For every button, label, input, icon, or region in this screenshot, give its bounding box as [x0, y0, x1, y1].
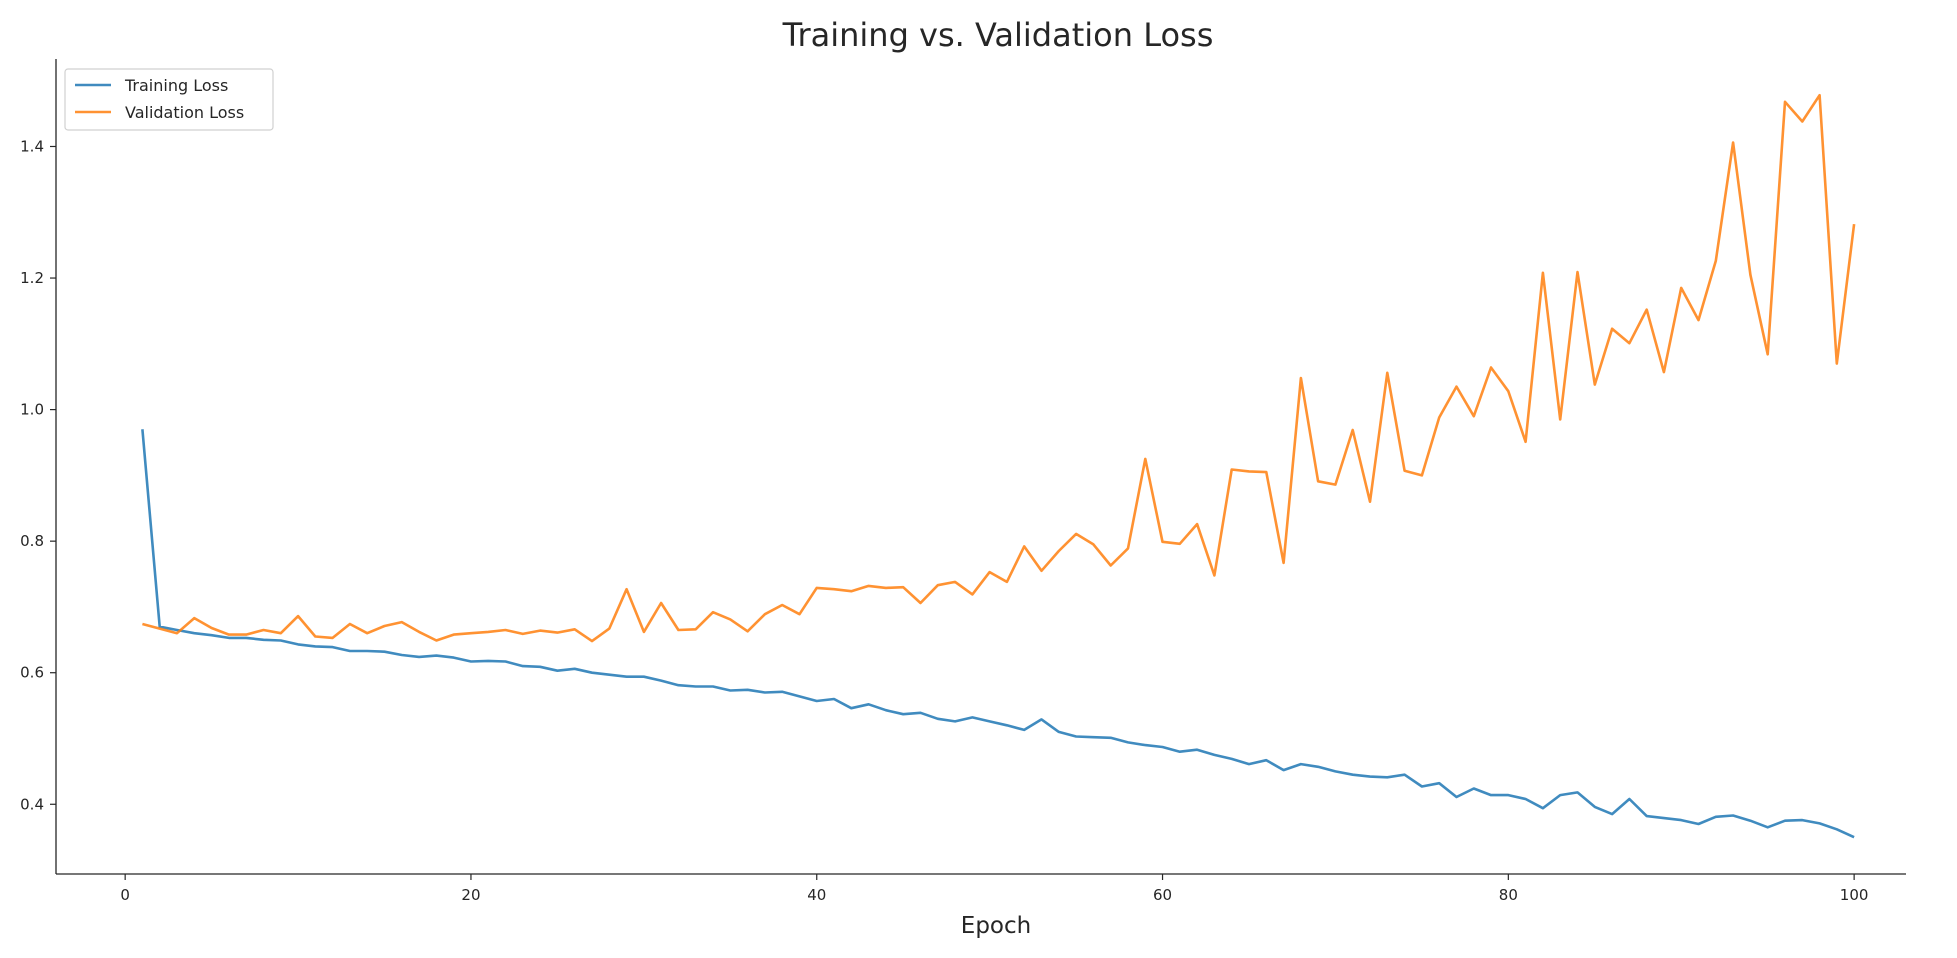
x-tick-label: 80 — [1499, 886, 1518, 904]
chart-title: Training vs. Validation Loss — [782, 16, 1214, 54]
legend: Training Loss Validation Loss — [65, 69, 273, 130]
training-loss-line — [142, 429, 1854, 837]
x-tick-label: 0 — [120, 886, 130, 904]
x-tick-label: 100 — [1840, 886, 1869, 904]
training-loss-points — [142, 429, 1854, 837]
x-tick-label: 40 — [807, 886, 826, 904]
y-tick-label: 0.6 — [20, 664, 44, 682]
validation-loss-points — [142, 95, 1854, 641]
x-tick-label: 20 — [461, 886, 480, 904]
series-lines — [142, 95, 1854, 837]
y-tick-label: 0.8 — [20, 532, 44, 550]
x-axis-label: Epoch — [961, 913, 1031, 939]
y-tick-label: 1.4 — [20, 137, 44, 155]
y-tick-label: 1.2 — [20, 269, 44, 287]
y-tick-label: 1.0 — [20, 401, 44, 419]
validation-loss-line — [142, 95, 1854, 641]
x-tick-label: 60 — [1153, 886, 1172, 904]
legend-label-training: Training Loss — [124, 76, 228, 95]
y-tick-label: 0.4 — [20, 795, 44, 813]
legend-label-validation: Validation Loss — [125, 103, 244, 122]
axes: 0 20 40 60 80 100 0.4 0.6 0.8 1.0 1.2 1.4 — [20, 59, 1906, 904]
